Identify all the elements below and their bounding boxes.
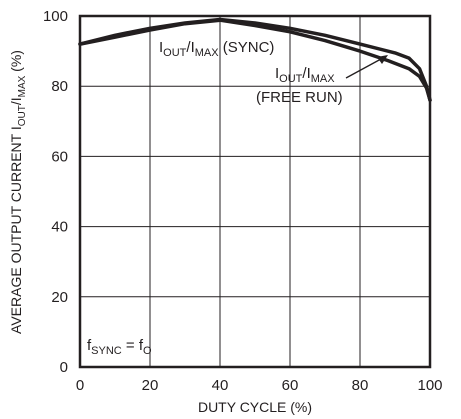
y-tick-label: 100: [43, 8, 68, 25]
plot-frame: [78, 14, 432, 369]
x-tick-label: 20: [142, 377, 159, 394]
y-tick-label: 0: [60, 359, 68, 376]
x-tick-label: 60: [282, 377, 299, 394]
fsync-annotation: fSYNC = fO: [87, 337, 152, 357]
y-tick-label: 40: [51, 219, 68, 236]
series-group: [78, 17, 432, 102]
grid: [80, 16, 430, 367]
sync-series-label: IOUT/IMAX (SYNC): [159, 39, 274, 59]
x-tick-label: 0: [76, 377, 84, 394]
y-axis-title: AVERAGE OUTPUT CURRENT IOUT/IMAX (%): [8, 50, 28, 334]
x-tick-label: 100: [417, 377, 442, 394]
y-tick-label: 80: [51, 78, 68, 95]
free-run-series-label: IOUT/IMAX: [275, 65, 335, 85]
x-tick-label: 80: [352, 377, 369, 394]
series-line-sync: [78, 17, 432, 102]
free-run-series-label-line2: (FREE RUN): [256, 89, 343, 106]
x-tick-labels: 0 20 40 60 80 100: [76, 377, 443, 394]
x-tick-label: 40: [212, 377, 229, 394]
series-line-free-run: [78, 18, 432, 102]
x-axis-title: DUTY CYCLE (%): [198, 399, 312, 415]
y-tick-labels: 0 20 40 60 80 100: [43, 8, 68, 376]
y-tick-label: 60: [51, 148, 68, 165]
y-tick-label: 20: [51, 289, 68, 306]
free-run-arrow: [345, 55, 388, 79]
